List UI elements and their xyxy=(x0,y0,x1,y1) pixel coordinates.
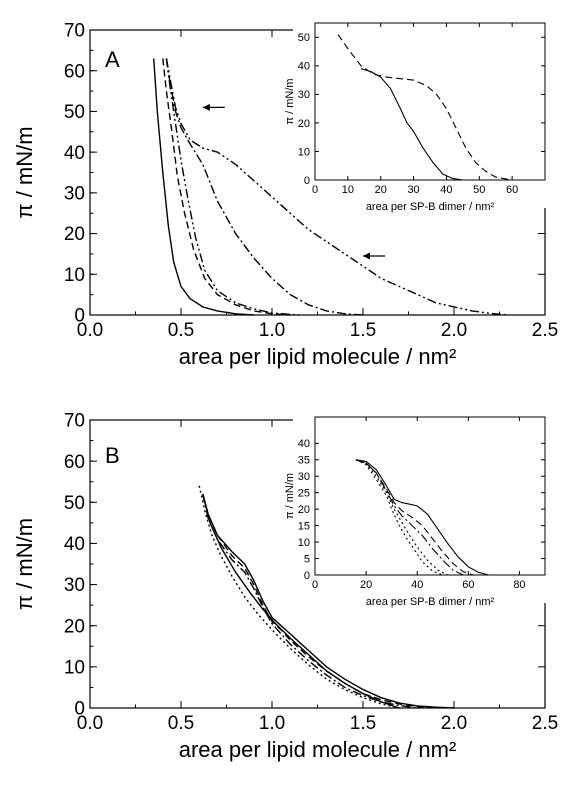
panel-b-y-tick-label: 0 xyxy=(74,699,85,720)
panel-b-inset-series-line-1 xyxy=(355,459,489,576)
panel-b-inset-y-tick-label: 0 xyxy=(304,570,310,582)
panel-b-y-tick-label: 60 xyxy=(64,452,85,473)
panel-a-inset-x-tick-label: 0 xyxy=(312,184,318,196)
panel-a-y-tick-label: 30 xyxy=(64,184,85,205)
panel-b-y-tick-label: 70 xyxy=(64,411,85,432)
panel-a-inset-y-tick-label: 30 xyxy=(298,89,310,101)
panel-a-y-tick-label: 50 xyxy=(64,102,85,123)
panel-a-inset-axes: 0 10 20 30 40 50 60 0 10 20 30 40 50 area per SP-B di… xyxy=(284,22,546,213)
panel-b-inset-y-tick-label: 40 xyxy=(298,438,310,450)
panel-b-inset-x-tick-label: 40 xyxy=(411,579,423,591)
panel-a-inset-y-tick-label: 20 xyxy=(298,118,310,130)
panel-a-inset-x-tick-label: 60 xyxy=(506,184,518,196)
panel-a-y-tick-label: 0 xyxy=(74,306,85,327)
panel-a-series-line-3 xyxy=(165,58,300,316)
panel-a-arrow-head xyxy=(363,252,370,260)
panel-a-series-line-5 xyxy=(165,58,509,316)
panel-b-inset-y-tick-label: 30 xyxy=(298,471,310,483)
panel-b-inset-x-tick-label: 0 xyxy=(312,579,318,591)
panel-b-y-axis-label: π / mN/m xyxy=(12,518,37,610)
panel-b-x-tick-label: 1.5 xyxy=(350,713,376,734)
panel-a-panel-label: A xyxy=(105,47,120,72)
panel-b-inset-y-tick-label: 5 xyxy=(304,553,310,565)
panel-b-inset-x-tick-label: 20 xyxy=(360,579,372,591)
panel-a-inset-x-tick-label: 20 xyxy=(375,184,387,196)
panel-b-y-tick-label: 50 xyxy=(64,493,85,514)
panel-a-x-axis-label: area per lipid molecule / nm² xyxy=(179,344,457,369)
panel-b-inset-background xyxy=(293,415,547,603)
panel-a-x-tick-label: 0.0 xyxy=(77,320,103,341)
panel-a-inset-background xyxy=(293,21,547,208)
panel-b-inset-series-line-3 xyxy=(355,459,464,576)
panel-b-inset-series-line-4 xyxy=(355,459,449,576)
panel-a-inset-y-tick-label: 40 xyxy=(298,61,310,73)
panel-a-x-tick-label: 2.5 xyxy=(532,320,558,341)
panel-b-x-axis-label: area per lipid molecule / nm² xyxy=(179,737,457,762)
panel-b-series-line-1 xyxy=(202,493,455,709)
panel-a-inset-y-tick-label: 0 xyxy=(304,175,310,187)
panel-b-y-tick-label: 30 xyxy=(64,575,85,596)
panel-a-arrow-1 xyxy=(202,103,225,111)
panel-a-arrow-head xyxy=(202,103,210,111)
panel-b-inset-y-tick-label: 35 xyxy=(298,455,310,467)
panel-a-y-tick-label: 10 xyxy=(64,265,85,286)
panel-a-inset-x-tick-label: 40 xyxy=(440,184,452,196)
panel-b-inset-series-line-5 xyxy=(355,459,444,576)
panel-a-x-tick-label: 2.0 xyxy=(441,320,467,341)
panel-b-x-tick-label: 2.5 xyxy=(532,713,558,734)
panel-a-inset-y-tick-label: 50 xyxy=(298,32,310,44)
panel-b-inset-x-tick-label: 80 xyxy=(513,579,525,591)
panel-a-inset-x-tick-label: 30 xyxy=(407,184,419,196)
panel-b-y-tick-label: 10 xyxy=(64,658,85,679)
panel-a-inset-frame xyxy=(314,22,546,181)
panel-a-y-tick-label: 40 xyxy=(64,143,85,164)
panel-a-inset-y-tick-label: 10 xyxy=(298,146,310,158)
panel-b-inset-y-tick-label: 15 xyxy=(298,520,310,532)
panel-a-x-tick-label: 0.5 xyxy=(168,320,194,341)
panel-b-inset-frame xyxy=(314,416,546,576)
panel-a-inset-series-line-1 xyxy=(360,68,463,181)
panel-b-panel-label: B xyxy=(105,443,120,468)
panel-b-series-line-2 xyxy=(202,493,436,709)
panel-b-x-tick-label: 0.0 xyxy=(77,713,103,734)
panel-b-series-line-3 xyxy=(202,493,418,709)
panel-a-axes: 0.0 0.5 1.0 1.5 2.0 2.5 0 10 20 30 40 50 60 70 area pe… xyxy=(12,21,558,369)
panel-a-series-line-1 xyxy=(153,58,254,316)
panel-a-inset-y-axis-label: π / mN/m xyxy=(284,78,296,124)
panel-b-series-line-5 xyxy=(202,493,400,709)
panel-b-y-tick-label: 40 xyxy=(64,534,85,555)
panel-b-inset-x-axis-label: area per SP-B dimer / nm² xyxy=(366,596,495,608)
panel-b-inset-y-axis-label: π / mN/m xyxy=(284,473,296,519)
panel-a-x-tick-label: 1.5 xyxy=(350,320,376,341)
panel-b-inset-y-tick-label: 25 xyxy=(298,488,310,500)
panel-a-arrow-3 xyxy=(363,252,385,260)
panel-b-inset-y-tick-label: 20 xyxy=(298,504,310,516)
panel-a-y-tick-label: 70 xyxy=(64,21,85,42)
panel-b-inset-axes: 0 20 40 60 80 0 5 10 15 20 25 30 35 40 area per SP-B d… xyxy=(284,416,546,608)
panel-a-inset-series-line-2 xyxy=(337,34,513,181)
panel-b-y-tick-label: 20 xyxy=(64,616,85,637)
panel-b-series-line-4 xyxy=(198,485,400,709)
panel-a-series-line-4 xyxy=(165,58,364,316)
panel-b-x-tick-label: 2.0 xyxy=(441,713,467,734)
panel-a-y-tick-label: 20 xyxy=(64,224,85,245)
panel-a-inset-x-tick-label: 10 xyxy=(342,184,354,196)
panel-a-x-tick-label: 1.0 xyxy=(259,320,285,341)
panel-b-inset-x-tick-label: 60 xyxy=(462,579,474,591)
panel-a-y-axis-label: π / mN/m xyxy=(12,126,37,218)
panel-a-y-tick-label: 60 xyxy=(64,61,85,82)
panel-a-series-line-2 xyxy=(162,58,291,316)
panel-b-x-tick-label: 1.0 xyxy=(259,713,285,734)
panel-b-x-tick-label: 0.5 xyxy=(168,713,194,734)
panel-a-inset-x-axis-label: area per SP-B dimer / nm² xyxy=(366,201,495,213)
panel-a-inset-x-tick-label: 50 xyxy=(473,184,485,196)
panel-b-inset-y-tick-label: 10 xyxy=(298,537,310,549)
